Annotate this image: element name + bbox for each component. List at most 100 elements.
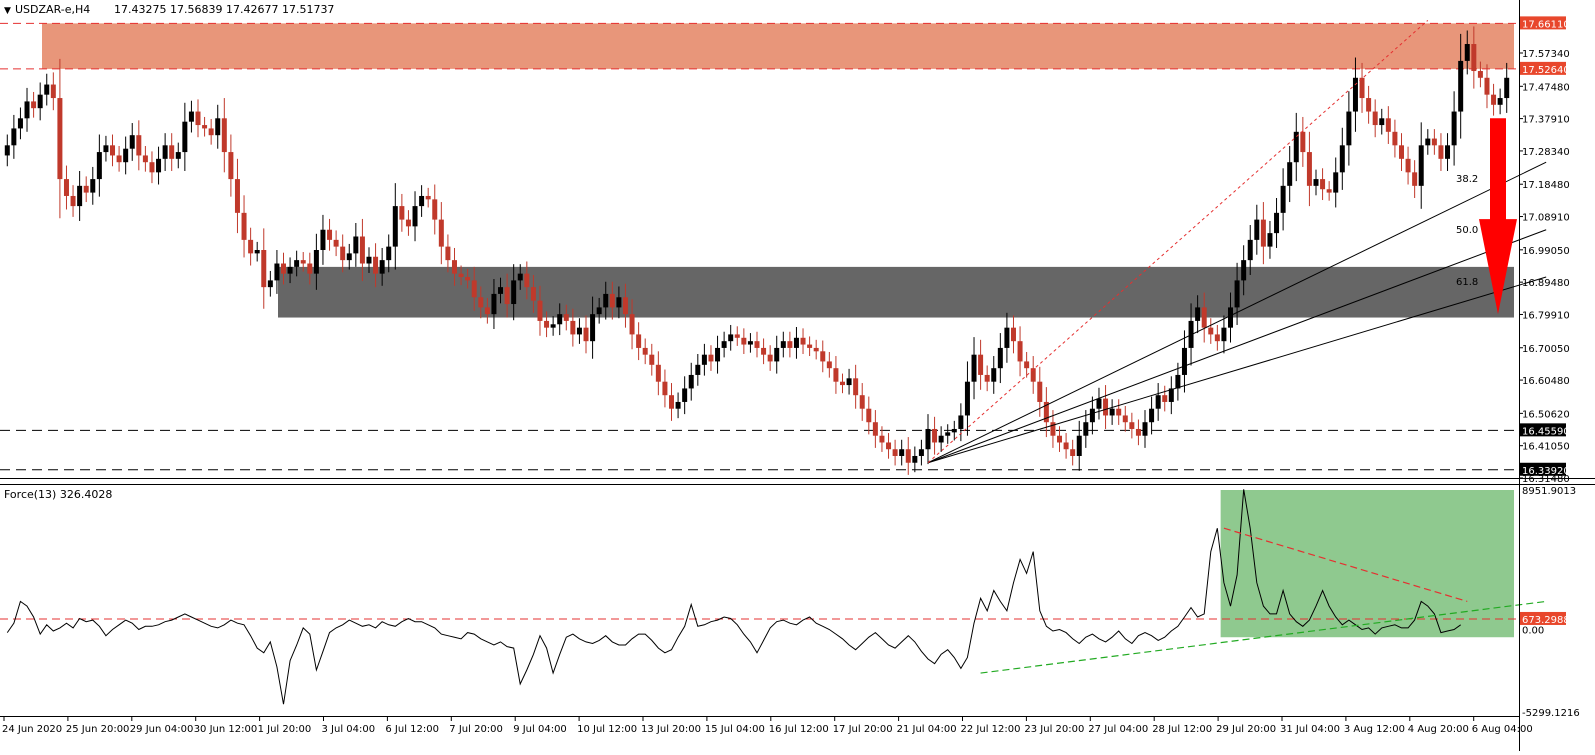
price-level-badge [1520, 462, 1566, 476]
candle-body [1181, 347, 1187, 375]
candle-body [1313, 179, 1319, 186]
force-indicator-panel: 8951.9013 0.00 -5299.1216 673.2988 [0, 486, 1580, 719]
candle-body [425, 195, 431, 200]
candle-body [1241, 260, 1247, 281]
candle-body [1254, 219, 1260, 240]
time-tick-label: 31 Jul 04:00 [1280, 724, 1340, 735]
candle-body [590, 314, 596, 342]
time-tick-label: 24 Jun 2020 [2, 724, 62, 735]
candle-body [1142, 422, 1148, 436]
candle-body [1155, 395, 1161, 409]
candle-body [537, 300, 543, 321]
candle-body [373, 256, 379, 274]
candle-body [458, 273, 464, 278]
candle-body [1438, 145, 1444, 159]
time-tick-label: 9 Jul 04:00 [513, 724, 567, 735]
candle-body [859, 395, 865, 409]
candle-body [412, 206, 418, 227]
candle-body [1063, 442, 1069, 450]
candle-body [1135, 428, 1141, 436]
candle-body [405, 219, 411, 227]
candle-body [899, 449, 905, 456]
candle-body [576, 327, 582, 335]
candle-body [728, 334, 734, 342]
candle-body [44, 84, 50, 95]
time-tick-label: 6 Aug 04:00 [1472, 724, 1533, 735]
candle-body [491, 293, 497, 315]
candle-body [1076, 435, 1082, 456]
candle-body [682, 388, 688, 402]
candle-body [123, 148, 129, 163]
candle-body [1162, 395, 1168, 402]
candle-body [77, 185, 83, 207]
candle-body [1477, 71, 1483, 78]
candle-body [241, 212, 247, 240]
candle-body [701, 354, 707, 365]
price-tick-label: 17.28340 [1522, 147, 1570, 158]
candle-body [70, 195, 76, 207]
candle-body [544, 320, 550, 328]
price-tick-label: 16.79910 [1522, 310, 1570, 321]
fib-fan-label: 50.0 [1456, 225, 1478, 236]
time-tick-label: 28 Jul 12:00 [1152, 724, 1212, 735]
candle-body [1122, 415, 1128, 423]
symbol-dropdown-icon[interactable]: ▼ [4, 6, 11, 16]
time-tick-label: 16 Jul 12:00 [769, 724, 829, 735]
candle-body [1228, 307, 1234, 328]
candle-body [649, 354, 655, 365]
candle-body [1300, 131, 1306, 153]
candle-body [1234, 280, 1240, 308]
time-tick-label: 1 Jul 20:00 [258, 724, 312, 735]
price-tick-label: 16.60480 [1522, 376, 1570, 387]
fibonacci-fan: 38.2 50.0 61.8 [927, 161, 1547, 464]
candle-body [1484, 77, 1490, 95]
candle-body [925, 428, 931, 450]
candle-body [1083, 422, 1089, 436]
candle-body [1445, 145, 1451, 159]
candle-body [1274, 212, 1280, 234]
candle-body [379, 260, 385, 274]
candle-body [248, 239, 254, 254]
candle-body [129, 135, 135, 149]
candle-body [1464, 44, 1470, 61]
candle-body [156, 158, 162, 173]
candle-body [438, 219, 444, 247]
candle-body [234, 179, 240, 213]
candle-body [1418, 145, 1424, 186]
force-highlight-zone [1220, 490, 1514, 638]
fib-fan-label: 61.8 [1456, 277, 1478, 288]
candle-body [820, 351, 826, 362]
candle-body [583, 327, 589, 342]
candle-body [1458, 60, 1464, 112]
candle-body [340, 246, 346, 261]
candle-body [1504, 77, 1510, 99]
candle-body [912, 455, 918, 463]
candle-body [37, 94, 43, 109]
price-tick-label: 17.47480 [1522, 82, 1570, 93]
price-level-label: 16.33920 [1522, 466, 1570, 477]
time-tick-label: 27 Jul 04:00 [1088, 724, 1148, 735]
indicator-title: Force(13) 326.4028 [4, 488, 112, 501]
force-level-badge [1520, 611, 1566, 625]
candle-body [1333, 172, 1339, 193]
support-zone [278, 266, 1514, 318]
time-tick-label: 23 Jul 20:00 [1024, 724, 1084, 735]
candle-body [90, 179, 96, 193]
candle-body [1339, 145, 1345, 173]
candle-body [1352, 77, 1358, 112]
candle-body [280, 263, 286, 274]
candle-body [300, 260, 306, 264]
candle-body [1346, 111, 1352, 146]
time-tick-label: 3 Jul 04:00 [322, 724, 376, 735]
candle-body [11, 128, 17, 146]
candle-body [826, 361, 832, 369]
candle-body [1412, 172, 1418, 186]
force-axis-label: -5299.1216 [1522, 708, 1580, 719]
time-tick-label: 3 Aug 12:00 [1344, 724, 1405, 735]
candle-body [307, 263, 313, 274]
candle-body [807, 344, 813, 348]
fib-fan-line [927, 276, 1547, 464]
time-tick-label: 6 Jul 12:00 [385, 724, 439, 735]
